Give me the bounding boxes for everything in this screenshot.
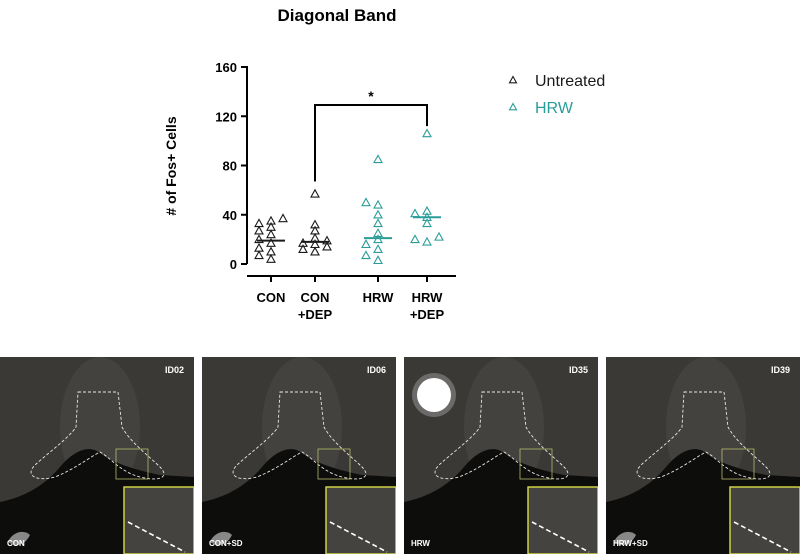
inset-marker-box [317, 448, 351, 480]
data-point [373, 228, 383, 237]
data-point [373, 218, 383, 228]
micrograph-panel: ID02 CON [0, 357, 194, 554]
bright-artifact-glow [412, 373, 456, 417]
bright-artifact [417, 378, 451, 412]
region-outline [30, 391, 165, 480]
magnified-inset [325, 486, 396, 554]
inset-marker-box [721, 448, 755, 480]
micrograph-panel: ID35 HRW [404, 357, 598, 554]
x-tick-label: CON [301, 290, 330, 305]
data-point [310, 246, 320, 256]
micrograph-panel: ID06 CON+SD [202, 357, 396, 554]
significance-label: * [368, 88, 374, 104]
data-point [298, 244, 308, 253]
panel-id: ID06 [366, 365, 386, 375]
panel-id: ID39 [770, 365, 790, 375]
magnified-inset [123, 486, 194, 554]
data-point [322, 235, 332, 245]
x-tick-label: CON [257, 290, 286, 305]
data-point [254, 225, 264, 235]
panel-label: CON [7, 539, 25, 548]
x-tick-label: HRW [412, 290, 444, 305]
tissue-fragment [8, 531, 30, 546]
fos-scatter-figure: Diagonal Band # of Fos+ Cells 0 40 80 120 160 C… [163, 6, 605, 322]
legend-label: HRW [535, 100, 574, 117]
data-point [422, 205, 432, 215]
magnified-inset [729, 486, 800, 554]
data-point [254, 234, 264, 244]
data-point [266, 221, 276, 231]
data-point [373, 209, 383, 219]
micrograph-image [0, 357, 194, 554]
inset-dashed-line [127, 521, 186, 553]
data-point [422, 218, 432, 228]
region-outline [232, 391, 367, 480]
data-point [254, 250, 264, 260]
data-point [373, 154, 383, 164]
data-point [373, 199, 383, 209]
region-outline [434, 391, 569, 480]
inset-dashed-line [329, 521, 388, 553]
magnified-inset [527, 486, 598, 554]
data-point [373, 255, 383, 265]
micrograph-image [606, 357, 800, 554]
y-tick-label: 160 [215, 60, 237, 75]
legend-label: Untreated [535, 73, 605, 90]
micrograph-panel: ID39 HRW+SD [606, 357, 800, 554]
data-point [322, 241, 332, 251]
x-tick-label: +DEP [410, 307, 445, 322]
inset-marker-box [115, 448, 149, 480]
data-point [434, 231, 444, 241]
region-outline [636, 391, 771, 480]
x-tick-label: +DEP [298, 307, 333, 322]
fos-chart: Diagonal Band # of Fos+ Cells 0 40 80 120 160 C… [163, 6, 605, 322]
data-point [266, 237, 276, 247]
data-point [422, 236, 432, 246]
data-point [373, 244, 383, 253]
legend-marker [508, 102, 518, 111]
data-point [266, 215, 276, 225]
micrograph-image [404, 357, 598, 554]
data-point [266, 229, 276, 239]
inset-dashed-line [531, 521, 590, 553]
data-point [310, 225, 320, 235]
y-axis-label: # of Fos+ Cells [163, 116, 179, 215]
micrograph-image [202, 357, 396, 554]
data-point [310, 188, 320, 198]
data-point [410, 234, 420, 244]
y-tick-label: 0 [230, 257, 237, 272]
legend-marker [508, 75, 518, 84]
data-point [361, 197, 371, 207]
panel-label: CON+SD [209, 539, 243, 548]
inset-dashed-line [733, 521, 792, 553]
data-point [310, 219, 320, 229]
data-point [361, 250, 371, 260]
y-tick-label: 40 [223, 208, 237, 223]
data-point [266, 246, 276, 256]
micrograph-panels: ID02 CON ID06 CON+SD ID35 HRW ID39 HRW+S… [0, 357, 800, 554]
panel-id: ID35 [568, 365, 588, 375]
data-point [410, 208, 420, 218]
tissue-fragment [614, 531, 636, 546]
data-point [361, 239, 371, 249]
panel-id: ID02 [164, 365, 184, 375]
significance-bracket [314, 104, 428, 182]
x-tick-label: HRW [363, 290, 395, 305]
y-tick-label: 120 [215, 109, 237, 124]
tissue-fragment [210, 531, 232, 546]
data-point [310, 239, 320, 249]
inset-marker-box [519, 448, 553, 480]
data-point [254, 218, 264, 228]
panel-label: HRW [411, 539, 430, 548]
chart-title: Diagonal Band [277, 6, 396, 25]
panel-label: HRW+SD [613, 539, 648, 548]
data-point [254, 242, 264, 252]
data-point [422, 128, 432, 138]
data-point [278, 213, 288, 223]
data-point [266, 253, 276, 263]
y-tick-label: 80 [223, 159, 237, 174]
